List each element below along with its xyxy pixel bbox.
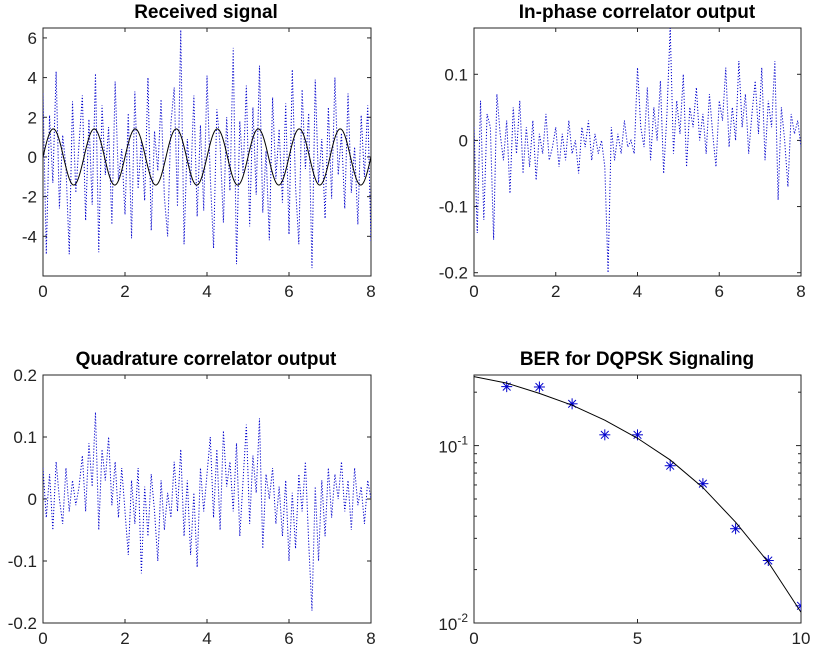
y-tick-label: -0.1 xyxy=(8,552,37,571)
axes-frame xyxy=(42,27,372,277)
x-tick-label: 0 xyxy=(469,282,478,301)
data-point xyxy=(730,523,742,535)
x-tick-label: 0 xyxy=(38,282,47,301)
axes-frame xyxy=(42,374,372,624)
subplot-received-signal: Received signal 0 2 4 6 8 -4 -2 0 2 4 6 xyxy=(22,2,376,301)
series-1 xyxy=(43,128,371,186)
y-tick-label: 0 xyxy=(28,490,37,509)
x-tick-label: 10 xyxy=(792,629,811,648)
series-line xyxy=(474,376,801,613)
axes-frame xyxy=(473,27,802,277)
series-0 xyxy=(43,29,371,269)
y-tick-label: 10-1 xyxy=(438,434,468,457)
subplot-quadrature-correlator-output: Quadrature correlator output 0 2 4 6 8 -0.2 -0… xyxy=(8,349,376,648)
y-tick-label: 0.1 xyxy=(13,428,37,447)
subplot-ber-dqpsk: BER for DQPSK Signaling 0 5 10 10-2 10-1 xyxy=(438,349,810,648)
data-point xyxy=(762,555,774,567)
title-in-phase-correlator-output: In-phase correlator output xyxy=(519,2,756,23)
y-tick-label: -0.2 xyxy=(439,264,468,283)
y-tick-label: 0.1 xyxy=(444,65,468,84)
series-1 xyxy=(474,376,801,613)
series-line xyxy=(43,128,371,186)
y-tick-label: -0.1 xyxy=(439,198,468,217)
series-line xyxy=(43,29,371,269)
y-tick-label: -0.2 xyxy=(8,614,37,633)
x-tick-label: 0 xyxy=(469,629,478,648)
x-tick-label: 2 xyxy=(120,629,129,648)
y-tick-label: 0 xyxy=(459,131,468,150)
y-tick-label: 0.2 xyxy=(13,366,37,385)
x-tick-label: 5 xyxy=(633,629,642,648)
x-tick-label: 4 xyxy=(633,282,642,301)
series-0 xyxy=(474,28,801,273)
axes-frame xyxy=(473,374,802,624)
y-tick-label: -4 xyxy=(22,227,37,246)
x-tick-label: 8 xyxy=(366,282,375,301)
subplot-in-phase-correlator-output: In-phase correlator output 0 2 4 6 8 -0.2 -0.1… xyxy=(439,2,806,301)
data-point xyxy=(599,429,611,441)
data-point xyxy=(664,460,676,472)
y-tick-label: 6 xyxy=(28,29,37,48)
x-tick-label: 0 xyxy=(38,629,47,648)
x-tick-label: 2 xyxy=(551,282,560,301)
y-tick-label: -2 xyxy=(22,188,37,207)
x-tick-label: 6 xyxy=(715,282,724,301)
title-quadrature-correlator-output: Quadrature correlator output xyxy=(76,349,337,370)
y-tick-label: 4 xyxy=(28,69,37,88)
title-received-signal: Received signal xyxy=(134,2,278,23)
x-tick-label: 6 xyxy=(284,629,293,648)
x-tick-label: 6 xyxy=(284,282,293,301)
x-tick-label: 2 xyxy=(120,282,129,301)
y-tick-label: 0 xyxy=(28,148,37,167)
x-tick-label: 8 xyxy=(366,629,375,648)
data-point xyxy=(533,381,545,393)
y-tick-label: 10-2 xyxy=(438,611,468,634)
y-tick-label: 2 xyxy=(28,108,37,127)
x-tick-label: 4 xyxy=(202,282,211,301)
title-ber-dqpsk: BER for DQPSK Signaling xyxy=(520,349,754,370)
x-tick-label: 4 xyxy=(202,629,211,648)
series-line xyxy=(474,28,801,273)
x-tick-label: 8 xyxy=(796,282,805,301)
